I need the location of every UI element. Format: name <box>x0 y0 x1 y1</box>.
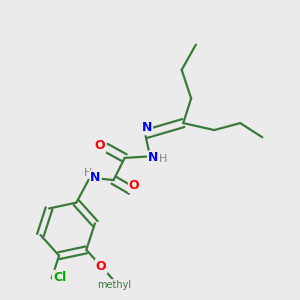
Text: H: H <box>84 168 92 178</box>
Text: N: N <box>90 171 101 184</box>
Text: methyl: methyl <box>97 280 131 290</box>
Text: O: O <box>96 260 106 273</box>
Text: N: N <box>142 121 152 134</box>
Text: H: H <box>158 154 167 164</box>
Text: O: O <box>95 140 105 152</box>
Text: N: N <box>148 152 158 164</box>
Text: Cl: Cl <box>53 271 66 284</box>
Text: O: O <box>129 179 140 192</box>
